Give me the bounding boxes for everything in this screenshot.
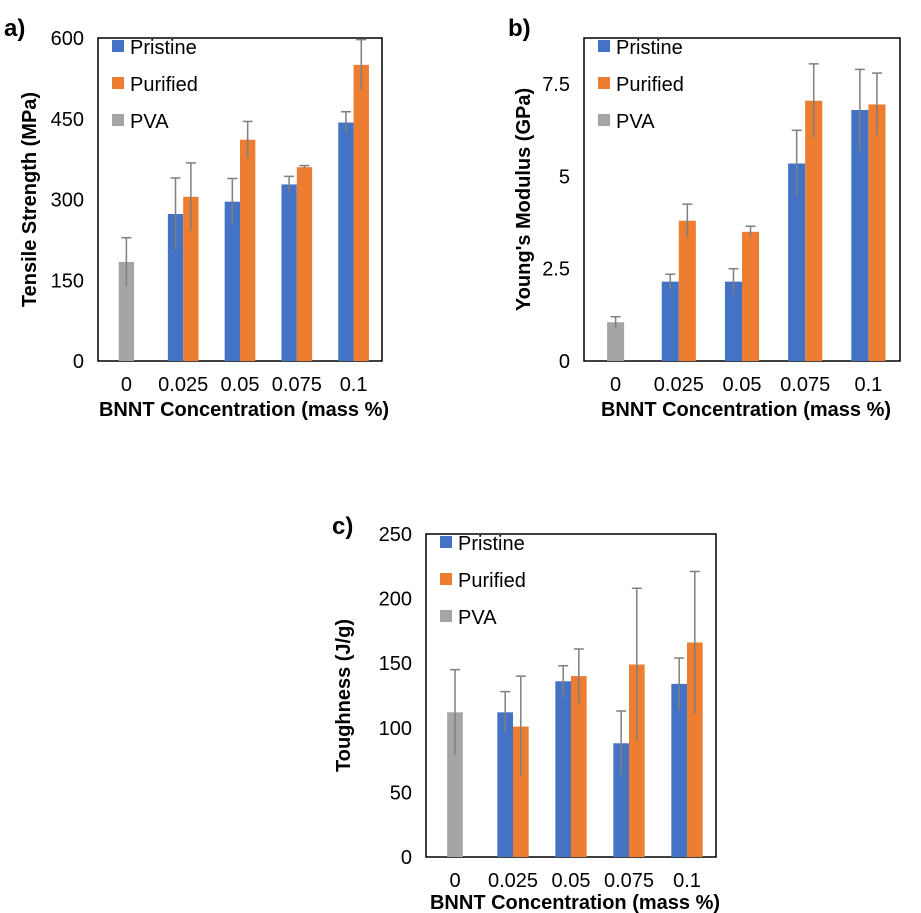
bar-purified-0.05 <box>240 139 256 361</box>
bar-purified-0.075 <box>629 664 645 857</box>
legend: Pristine Purified PVA <box>598 37 684 133</box>
bar-pristine-0.1 <box>671 683 687 857</box>
bar-pristine-0.05 <box>224 201 240 361</box>
y-tick-label: 50 <box>390 782 412 804</box>
bar-purified-0.1 <box>687 642 703 857</box>
legend-label-purified: Purified <box>616 74 684 96</box>
x-axis-title: BNNT Concentration (mass %) <box>99 399 389 421</box>
bar-pristine-0.05 <box>555 681 571 857</box>
x-tick-label: 0.075 <box>604 870 654 892</box>
y-axis-title: Tensile Strength (MPa) <box>19 92 41 307</box>
chart-panel-1: a) 0 150 300 450 600 Tensile Strength (MPa) 0 0.… <box>4 15 389 421</box>
legend-label-pva: PVA <box>458 607 497 629</box>
legend-label-pva: PVA <box>130 111 169 133</box>
x-axis-title: BNNT Concentration (mass %) <box>601 399 891 421</box>
bar-purified-0.1 <box>353 64 369 362</box>
y-tick-label: 0 <box>559 351 570 373</box>
bar-pristine-0.025 <box>167 214 184 361</box>
legend-swatch-purified <box>440 573 452 585</box>
x-tick-label: 0.1 <box>854 374 882 396</box>
legend-swatch-purified <box>112 77 124 89</box>
panel-label: a) <box>4 15 25 42</box>
x-tick-label: 0.05 <box>552 870 591 892</box>
x-axis-title: BNNT Concentration (mass %) <box>430 892 720 913</box>
legend-swatch-pristine <box>598 40 610 52</box>
bar-purified-0.075 <box>296 167 313 361</box>
y-tick-label: 600 <box>51 28 84 50</box>
bar-purified-0.025 <box>183 196 199 361</box>
x-tick-label: 0.025 <box>488 870 538 892</box>
y-tick-label: 7.5 <box>542 74 570 96</box>
bar-pristine-0.1 <box>338 122 354 361</box>
legend-label-purified: Purified <box>130 74 198 96</box>
y-axis-title: Toughness (J/g) <box>333 619 355 772</box>
bar-purified-0.075 <box>805 100 823 362</box>
legend-swatch-pristine <box>440 536 452 548</box>
y-tick-label: 150 <box>379 653 412 675</box>
bar-pva-0 <box>607 322 625 361</box>
x-tick-label: 0.1 <box>340 374 368 396</box>
bar-pristine-0.075 <box>281 184 297 361</box>
legend-label-purified: Purified <box>458 570 526 592</box>
bar-pristine-0.025 <box>661 281 679 361</box>
y-tick-label: 200 <box>379 589 412 611</box>
x-tick-label: 0.075 <box>272 374 322 396</box>
x-tick-label: 0.05 <box>221 374 260 396</box>
x-tick-label: 0 <box>610 374 621 396</box>
y-tick-label: 450 <box>51 109 84 131</box>
y-tick-label: 150 <box>51 270 84 292</box>
y-tick-label: 5 <box>559 166 570 188</box>
legend-swatch-pva <box>112 114 124 126</box>
chart-panel-2: b) 0 2.5 5 7.5 Young's Modulus (GPa) 0 0.025 0.0… <box>508 15 901 421</box>
bar-pva-0 <box>447 712 463 857</box>
bar-pva-0 <box>118 261 135 361</box>
legend-label-pristine: Pristine <box>616 37 683 59</box>
bar-pristine-0.025 <box>497 712 513 857</box>
legend-label-pristine: Pristine <box>130 37 197 59</box>
bar-purified-0.025 <box>678 220 696 361</box>
y-tick-label: 0 <box>401 847 412 869</box>
legend-label-pva: PVA <box>616 111 655 133</box>
legend: Pristine Purified PVA <box>112 37 198 133</box>
x-tick-label: 0.025 <box>158 374 208 396</box>
y-axis-title: Young's Modulus (GPa) <box>513 88 535 311</box>
x-tick-label: 0.1 <box>673 870 701 892</box>
bar-pristine-0.05 <box>724 281 742 361</box>
panel-label: b) <box>508 15 531 42</box>
bar-pristine-0.1 <box>851 109 869 362</box>
bar-purified-0.1 <box>868 104 886 362</box>
panel-label: c) <box>332 513 353 540</box>
y-tick-label: 2.5 <box>542 259 570 281</box>
legend-label-pristine: Pristine <box>458 533 525 555</box>
bar-purified-0.05 <box>571 676 587 857</box>
y-tick-label: 0 <box>73 351 84 373</box>
x-tick-label: 0.05 <box>723 374 762 396</box>
x-tick-label: 0.075 <box>780 374 830 396</box>
x-tick-label: 0.025 <box>654 374 704 396</box>
legend-swatch-pva <box>598 114 610 126</box>
legend: Pristine Purified PVA <box>440 533 526 629</box>
x-tick-label: 0 <box>121 374 132 396</box>
chart-panel-3: c) 0 50 100 150 200 250 Toughness (J/g) 0 0.025 0.… <box>332 513 720 913</box>
bar-pristine-0.075 <box>613 743 629 857</box>
bar-pristine-0.075 <box>788 163 806 361</box>
y-tick-label: 250 <box>379 524 412 546</box>
legend-swatch-pva <box>440 610 452 622</box>
x-tick-label: 0 <box>449 870 460 892</box>
legend-swatch-pristine <box>112 40 124 52</box>
bar-purified-0.05 <box>742 231 760 361</box>
y-tick-label: 100 <box>379 718 412 740</box>
legend-swatch-purified <box>598 77 610 89</box>
bar-purified-0.025 <box>513 726 529 857</box>
y-tick-label: 300 <box>51 190 84 212</box>
